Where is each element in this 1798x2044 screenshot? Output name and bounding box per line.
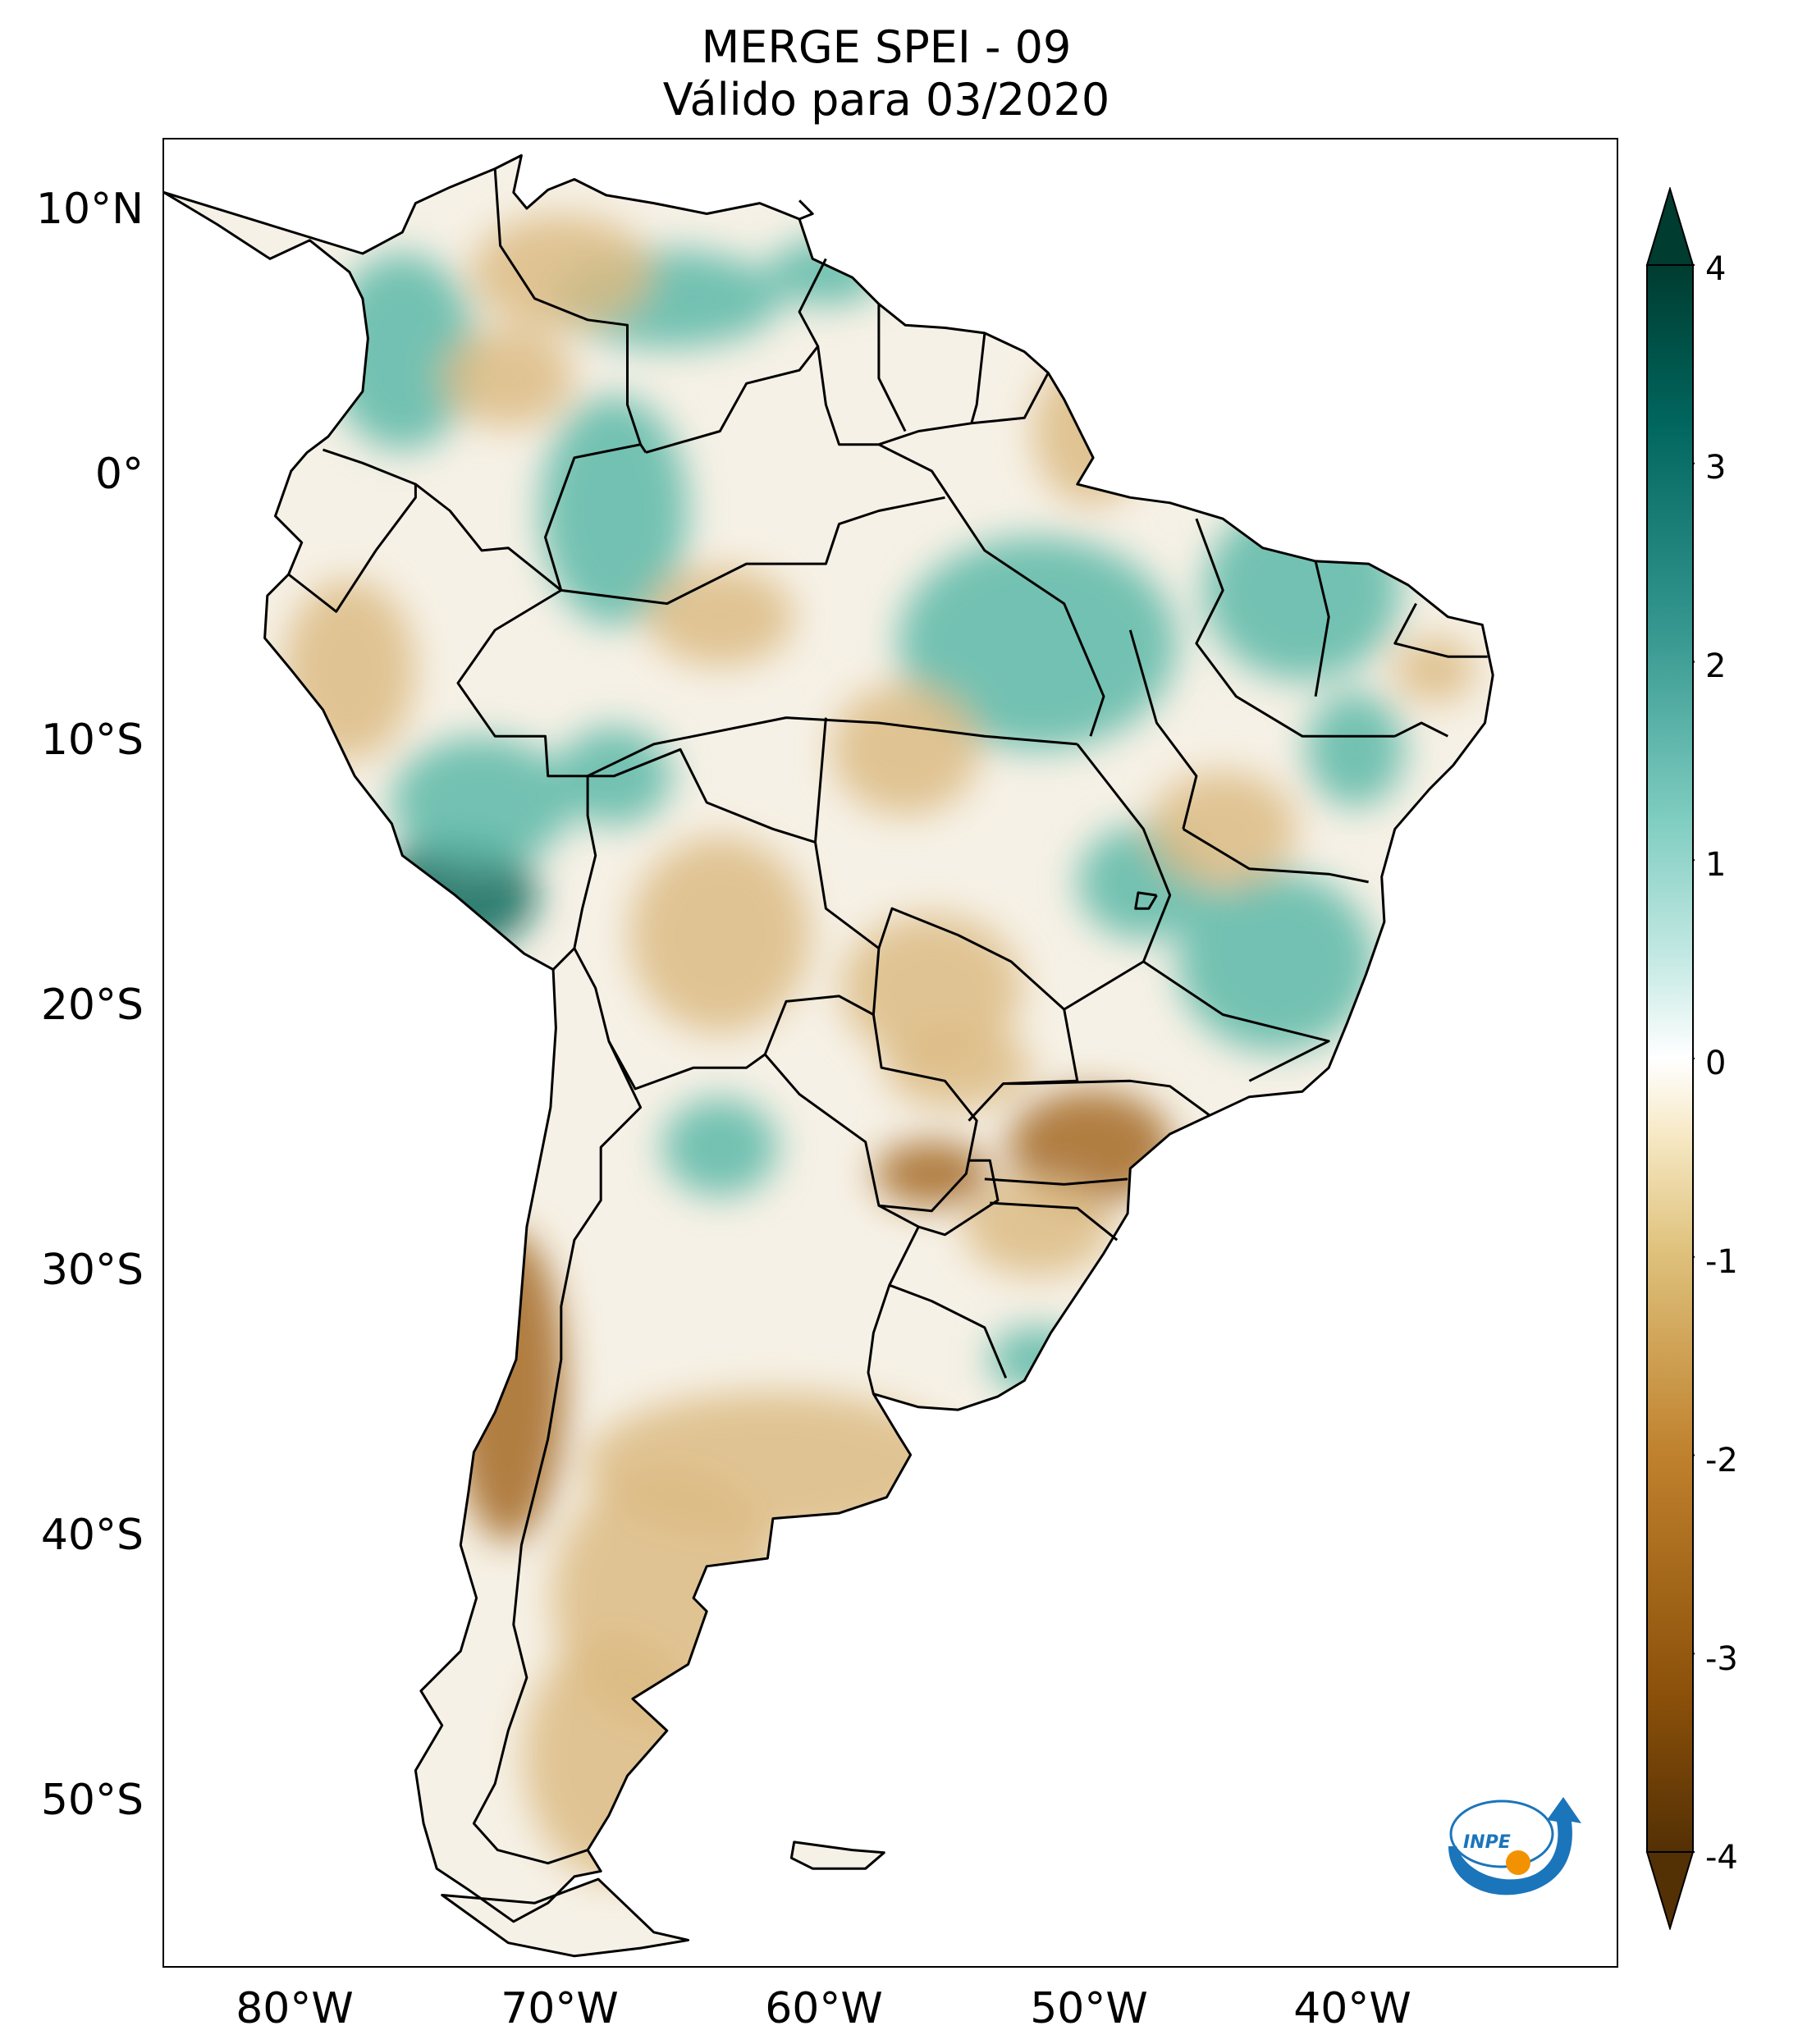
border-line-25 bbox=[1394, 721, 1448, 738]
colorbar bbox=[1645, 187, 1695, 1930]
spei-patch-28 bbox=[1393, 637, 1476, 703]
border-line-4 bbox=[970, 332, 986, 424]
spei-patch-1 bbox=[391, 736, 573, 868]
spei-patch-4 bbox=[768, 239, 884, 305]
spei-patch-2 bbox=[540, 396, 689, 626]
spei-patch-20 bbox=[629, 836, 811, 1034]
spei-patch-21 bbox=[841, 914, 1023, 1063]
border-line-0 bbox=[493, 168, 647, 454]
logo-orange-dot-icon bbox=[1506, 1850, 1530, 1875]
border-line-3 bbox=[877, 304, 907, 432]
falkland-islands-outline bbox=[789, 1841, 885, 1870]
lat-label-0: 0° bbox=[94, 450, 144, 499]
colorbar-tick-neg1: -1 bbox=[1705, 1243, 1738, 1281]
colorbar-tick-neg2: -2 bbox=[1705, 1442, 1738, 1479]
colorbar-tick-neg3: -3 bbox=[1705, 1640, 1738, 1678]
border-line-30 bbox=[984, 1177, 1128, 1186]
colorbar-tick-1: 1 bbox=[1705, 846, 1727, 884]
spei-patch-24 bbox=[1032, 357, 1148, 505]
spei-patch-5 bbox=[898, 537, 1178, 751]
logo-text: INPE bbox=[1463, 1832, 1511, 1853]
lat-label-10s: 10°S bbox=[40, 716, 144, 765]
lat-label-20s: 20°S bbox=[40, 981, 144, 1030]
colorbar-tick-3: 3 bbox=[1705, 449, 1727, 487]
border-line-21 bbox=[1128, 629, 1198, 830]
logo-swoosh-icon bbox=[1448, 1797, 1581, 1895]
border-line-29 bbox=[1003, 1079, 1210, 1117]
lon-label-60w: 60°W bbox=[765, 1984, 883, 2033]
border-line-13 bbox=[867, 1226, 920, 1395]
lon-label-50w: 50°W bbox=[1030, 1984, 1148, 2033]
lat-label-10n: 10°N bbox=[35, 185, 144, 234]
coastline-outline bbox=[164, 153, 1494, 1923]
border-line-24 bbox=[1393, 602, 1488, 658]
colorbar-gradient bbox=[1646, 264, 1694, 1853]
border-line-18 bbox=[814, 717, 827, 843]
colorbar-bottom-extension bbox=[1645, 1851, 1695, 1930]
spei-patch-25 bbox=[831, 684, 980, 816]
spei-patch-10 bbox=[662, 1098, 778, 1197]
map-subtitle-date: Válido para 03/2020 bbox=[662, 74, 1110, 126]
logo-orbit-icon bbox=[1449, 1799, 1554, 1868]
border-line-31 bbox=[990, 1201, 1119, 1241]
tierra-del-fuego-outline bbox=[441, 1877, 690, 1958]
border-line-16 bbox=[878, 443, 1105, 737]
border-line-22 bbox=[1195, 518, 1395, 738]
colorbar-tick-neg4: -4 bbox=[1705, 1839, 1738, 1877]
spei-patch-27 bbox=[1149, 771, 1297, 887]
spei-patch-12 bbox=[1306, 692, 1405, 807]
border-line-26 bbox=[1183, 828, 1369, 884]
border-line-10 bbox=[472, 1040, 643, 1865]
border-line-1 bbox=[645, 258, 827, 454]
border-line-32 bbox=[798, 199, 814, 221]
border-line-9 bbox=[573, 748, 881, 1091]
border-line-14 bbox=[889, 1283, 1008, 1379]
lon-label-40w: 40°W bbox=[1293, 1984, 1411, 2033]
spei-patch-22 bbox=[283, 579, 415, 761]
border-line-20 bbox=[1063, 743, 1172, 1011]
spei-patch-9 bbox=[328, 253, 477, 450]
colorbar-tick-4: 4 bbox=[1705, 250, 1727, 288]
lon-label-70w: 70°W bbox=[501, 1984, 619, 2033]
south-america-map bbox=[164, 153, 1494, 1958]
spei-patch-30 bbox=[442, 328, 574, 428]
lon-label-80w: 80°W bbox=[236, 1984, 354, 2033]
border-line-28 bbox=[1134, 891, 1158, 910]
spei-patch-13 bbox=[988, 1326, 1087, 1392]
colorbar-top-extension bbox=[1645, 187, 1695, 266]
border-line-7 bbox=[544, 443, 641, 591]
border-line-15 bbox=[560, 496, 945, 606]
border-line-8 bbox=[456, 589, 597, 971]
border-line-12 bbox=[878, 1159, 1000, 1237]
spei-patch-31 bbox=[884, 1027, 1032, 1109]
lat-label-50s: 50°S bbox=[40, 1776, 144, 1825]
border-line-27 bbox=[1142, 960, 1330, 1082]
colorbar-tick-0: 0 bbox=[1705, 1045, 1727, 1082]
border-line-11 bbox=[764, 1014, 978, 1213]
country-state-borders bbox=[164, 153, 1494, 1958]
border-line-6 bbox=[287, 484, 417, 613]
lat-label-30s: 30°S bbox=[40, 1246, 144, 1295]
colorbar-tick-2: 2 bbox=[1705, 647, 1727, 685]
map-frame bbox=[162, 138, 1618, 1968]
border-line-2 bbox=[817, 345, 1050, 446]
lat-label-40s: 40°S bbox=[40, 1511, 144, 1560]
spei-patch-7 bbox=[1177, 871, 1375, 1052]
land-spei-field bbox=[164, 155, 1494, 1956]
inpe-logo: INPE bbox=[1448, 1797, 1581, 1895]
map-title: MERGE SPEI - 09 bbox=[701, 21, 1072, 73]
border-line-23 bbox=[1314, 560, 1330, 697]
spei-patch-29 bbox=[646, 567, 794, 666]
spei-patch-16 bbox=[874, 1141, 990, 1207]
border-line-17 bbox=[587, 716, 1077, 778]
border-line-5 bbox=[323, 448, 562, 592]
spei-patch-26 bbox=[963, 1177, 1112, 1277]
spei-patch-23 bbox=[470, 214, 652, 330]
